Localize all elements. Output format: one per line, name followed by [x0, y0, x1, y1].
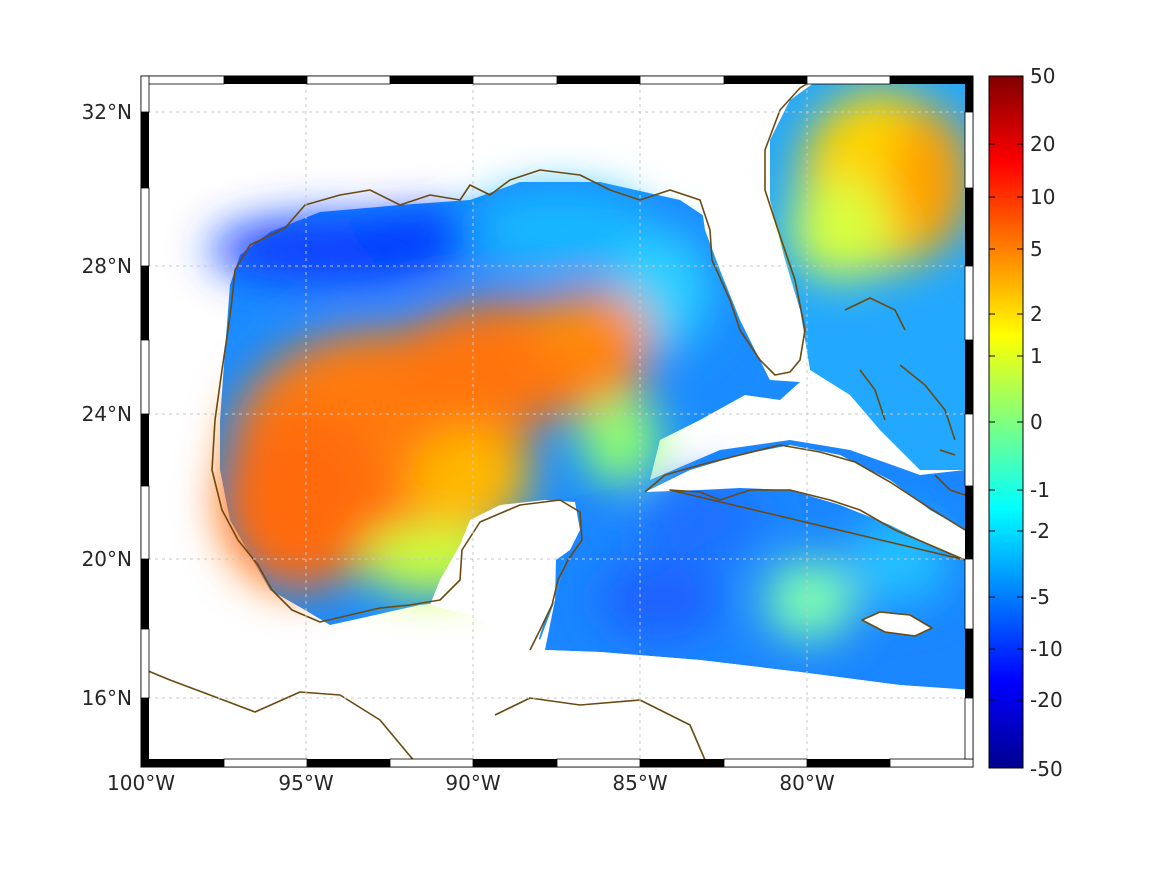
land-central-america [141, 640, 973, 767]
lon-label-90: 90°W [445, 771, 500, 795]
colorbar-label-neg50: -50 [1030, 757, 1063, 781]
colorbar: 50 20 10 5 2 1 0 -1 -2 -5 -10 -20 -50 [988, 64, 1063, 781]
map-plot-area [140, 75, 974, 768]
lon-label-95: 95°W [278, 771, 333, 795]
colorbar-label-neg1: -1 [1030, 478, 1050, 502]
lat-label-24: 24°N [82, 402, 132, 426]
map-gridlines [141, 76, 973, 767]
coast-hispaniola [934, 449, 966, 496]
lat-label-32: 32°N [82, 100, 132, 124]
colorbar-label-10: 10 [1030, 185, 1055, 209]
lon-label-85: 85°W [612, 771, 667, 795]
lat-label-16: 16°N [82, 686, 132, 710]
coast-bahamas [844, 297, 956, 441]
coast-honduras [494, 697, 706, 761]
lon-tick-labels: 100°W 95°W 90°W 85°W 80°W [107, 771, 835, 795]
map-frame [140, 75, 974, 768]
coast-mexico-west [211, 299, 583, 651]
anomaly-blobs [210, 90, 970, 640]
land-mask [141, 82, 973, 767]
colorbar-label-neg2: -2 [1030, 519, 1050, 543]
colorbar-label-20: 20 [1030, 132, 1055, 156]
colorbar-label-neg20: -20 [1030, 688, 1063, 712]
colorbar-tick-labels: 50 20 10 5 2 1 0 -1 -2 -5 -10 -20 -50 [1030, 64, 1063, 781]
coast-jamaica [861, 611, 933, 637]
land-cuba [645, 445, 965, 560]
lat-tick-labels: 32°N 28°N 24°N 20°N 16°N [82, 100, 132, 710]
anomaly-field [141, 76, 973, 767]
coastlines [141, 76, 966, 767]
colorbar-label-neg5: -5 [1030, 585, 1050, 609]
colorbar-label-0: 0 [1030, 410, 1043, 434]
colorbar-label-neg10: -10 [1030, 637, 1063, 661]
colorbar-ticks [989, 75, 1023, 769]
lat-label-28: 28°N [82, 254, 132, 278]
lat-label-20: 20°N [82, 547, 132, 571]
lon-label-100: 100°W [107, 771, 175, 795]
lon-label-80: 80°W [779, 771, 834, 795]
colorbar-label-50: 50 [1030, 64, 1055, 88]
coast-central-america [141, 667, 421, 767]
coast-us-gulf [231, 76, 821, 376]
colorbar-label-2: 2 [1030, 302, 1043, 326]
land-florida [700, 82, 815, 380]
land-yucatan [430, 500, 580, 650]
coast-cuba [644, 444, 966, 561]
colorbar-label-5: 5 [1030, 237, 1043, 261]
colorbar-label-1: 1 [1030, 344, 1043, 368]
